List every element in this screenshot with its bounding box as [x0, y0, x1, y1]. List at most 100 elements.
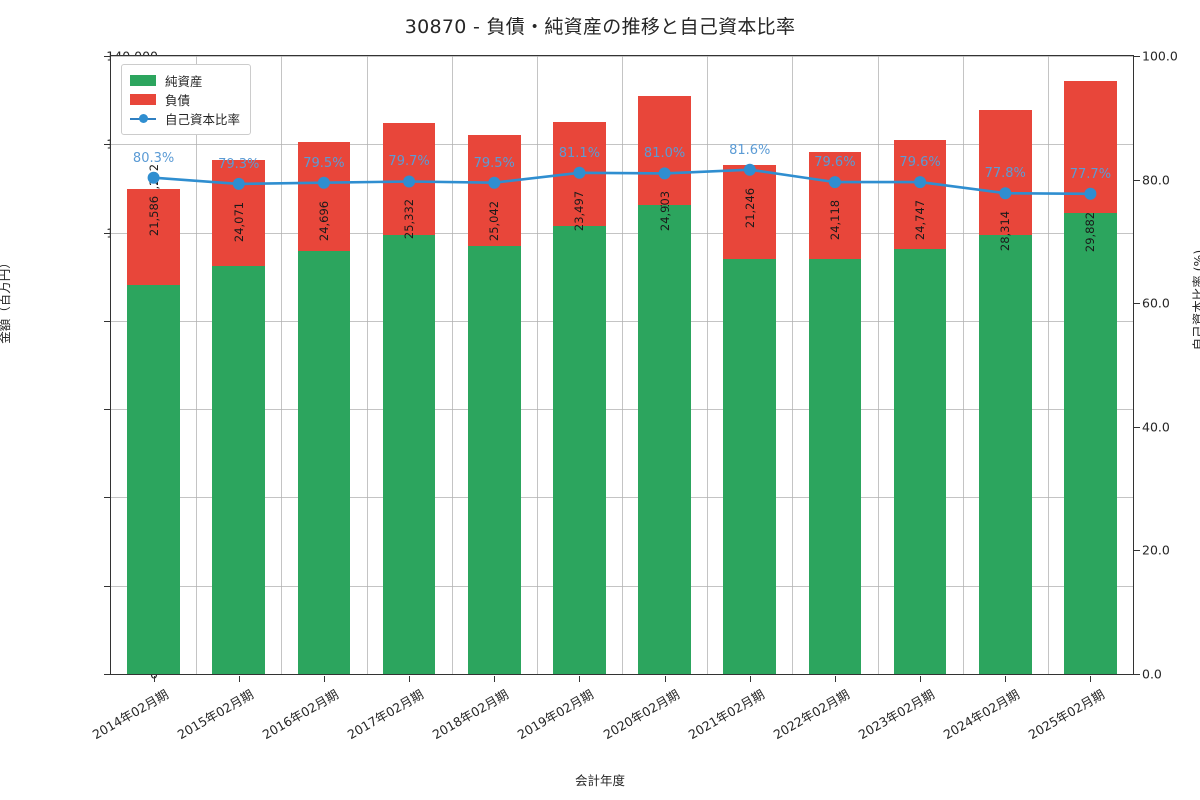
- y-axis-left-tick-mark: [104, 409, 110, 411]
- ratio-value-label: 81.6%: [729, 142, 771, 158]
- y-axis-right-tick-label: 40.0: [1142, 419, 1170, 435]
- y-axis-right-tick-mark: [1134, 303, 1140, 305]
- bar-segment-equity[interactable]: 88,202: [127, 164, 180, 674]
- x-axis-tick-mark: [749, 676, 751, 682]
- bar-segment-liabilities[interactable]: 21,246: [723, 165, 777, 260]
- bar-segment-equity[interactable]: 94,000: [723, 164, 777, 674]
- ratio-line-marker[interactable]: [317, 176, 330, 189]
- bar-segment-liabilities[interactable]: 24,696: [297, 141, 351, 251]
- bar-segment-equity[interactable]: 106,139: [638, 160, 691, 674]
- x-axis-tick-mark: [834, 676, 836, 682]
- ratio-value-label: 81.0%: [643, 146, 686, 162]
- ratio-value-label: 79.6%: [814, 155, 856, 171]
- ratio-value-label: 79.6%: [899, 155, 941, 171]
- ratio-line-marker[interactable]: [573, 166, 586, 179]
- legend-label-equity: 純資産: [165, 74, 203, 89]
- bar-segment-liabilities[interactable]: 24,071: [212, 159, 266, 266]
- ratio-value-label: 77.8%: [984, 166, 1026, 182]
- ratio-line-marker[interactable]: [658, 167, 671, 180]
- gridline-vertical: [622, 56, 623, 674]
- y-axis-left-tick-mark: [104, 144, 110, 146]
- legend-item-liabilities[interactable]: 負債: [130, 90, 240, 109]
- legend-line-marker-icon: [130, 113, 156, 124]
- ratio-value-label: 81.1%: [558, 145, 601, 161]
- ratio-value-label: 79.7%: [388, 154, 430, 170]
- x-axis-title: 会計年度: [574, 773, 625, 788]
- bar-segment-liabilities[interactable]: 24,118: [808, 152, 862, 259]
- ratio-value-label: 79.5%: [473, 155, 515, 171]
- y-axis-right-tick-mark: [1134, 550, 1140, 552]
- bar-segment-equity[interactable]: 96,958: [467, 164, 521, 674]
- bar-segment-liabilities[interactable]: 21,586: [127, 189, 180, 285]
- x-axis-tick-mark: [920, 676, 922, 682]
- y-axis-left-tick-mark: [104, 56, 110, 57]
- bar-segment-equity[interactable]: 92,433: [212, 164, 266, 674]
- gridline-vertical: [1047, 56, 1049, 674]
- ratio-line-marker[interactable]: [488, 176, 501, 189]
- ratio-line-marker[interactable]: [828, 176, 841, 189]
- ratio-line-marker[interactable]: [147, 171, 160, 184]
- chart-legend[interactable]: 純資産 負債 自己資本比率: [121, 64, 252, 135]
- y-axis-left-title: 金額（百万円）: [0, 256, 12, 344]
- bar-segment-equity[interactable]: 99,474: [978, 164, 1032, 674]
- x-axis-tick-mark: [1005, 676, 1007, 682]
- bar-segment-equity[interactable]: 104,350: [1064, 160, 1117, 674]
- x-axis-tick-mark: [323, 676, 325, 682]
- gridline-vertical: [196, 56, 198, 674]
- y-axis-right-tick-mark: [1134, 56, 1140, 57]
- bar-segment-liabilities[interactable]: 24,903: [638, 95, 691, 232]
- x-axis-tick-mark: [238, 676, 240, 682]
- legend-label-liabilities: 負債: [165, 93, 191, 108]
- y-axis-left-tick-mark: [104, 497, 110, 499]
- gridline-vertical: [366, 56, 368, 674]
- chart-title: 30870 - 負債・純資産の推移と自己資本比率: [404, 16, 796, 38]
- y-axis-right-tick-label: 0.0: [1142, 666, 1162, 682]
- gridline-vertical: [877, 56, 879, 674]
- bar-segment-liabilities[interactable]: 28,314: [978, 109, 1032, 251]
- ratio-value-label: 79.3%: [218, 156, 260, 172]
- bar-segment-liabilities[interactable]: 24,747: [893, 139, 947, 249]
- x-axis-tick-mark: [1090, 676, 1092, 682]
- y-axis-left-tick-mark: [104, 232, 110, 234]
- y-axis-left-tick-mark: [104, 674, 110, 675]
- bar-segment-equity[interactable]: 99,461: [382, 164, 436, 674]
- y-axis-right-tick-label: 60.0: [1142, 295, 1170, 311]
- y-axis-right-tick-mark: [1134, 674, 1140, 675]
- gridline-vertical: [451, 56, 453, 674]
- bar-segment-equity[interactable]: 95,834: [297, 164, 351, 674]
- ratio-value-label: 79.5%: [303, 155, 345, 171]
- gridline-vertical: [792, 56, 794, 674]
- ratio-value-label: 80.3%: [132, 150, 175, 166]
- ratio-line-layer: [147, 163, 1097, 200]
- bar-segment-equity[interactable]: 96,293: [893, 164, 947, 674]
- gridline-vertical: [536, 56, 538, 674]
- y-axis-right-tick-label: 80.0: [1142, 172, 1170, 188]
- y-axis-left-tick-mark: [104, 320, 110, 322]
- bar-segment-equity[interactable]: 94,109: [808, 164, 862, 674]
- x-axis-tick-mark: [579, 676, 581, 682]
- legend-item-equity[interactable]: 純資産: [130, 71, 240, 90]
- y-axis-left-tick-mark: [104, 585, 110, 587]
- ratio-line-marker[interactable]: [743, 163, 756, 176]
- y-axis-right-tick-mark: [1134, 426, 1140, 428]
- legend-item-equity-ratio[interactable]: 自己資本比率: [130, 109, 240, 128]
- y-axis-right-tick-label: 20.0: [1142, 542, 1170, 558]
- legend-swatch-equity-icon: [130, 75, 156, 86]
- legend-label-equity-ratio: 自己資本比率: [165, 112, 241, 127]
- ratio-line-path: [153, 168, 1091, 196]
- y-axis-right-tick-label: 100.0: [1142, 48, 1178, 64]
- ratio-value-label: 77.7%: [1069, 166, 1112, 182]
- gridline-vertical: [962, 56, 964, 674]
- bar-segment-liabilities[interactable]: 25,042: [467, 135, 521, 246]
- ratio-line-marker[interactable]: [999, 187, 1012, 200]
- ratio-line-marker[interactable]: [914, 176, 927, 189]
- bar-segment-equity[interactable]: 101,504: [553, 160, 606, 674]
- x-axis-tick-mark: [409, 676, 411, 682]
- y-axis-right-tick-mark: [1134, 179, 1140, 181]
- ratio-line-marker[interactable]: [232, 177, 245, 190]
- ratio-line-marker[interactable]: [1084, 187, 1097, 200]
- ratio-line-marker[interactable]: [403, 175, 416, 188]
